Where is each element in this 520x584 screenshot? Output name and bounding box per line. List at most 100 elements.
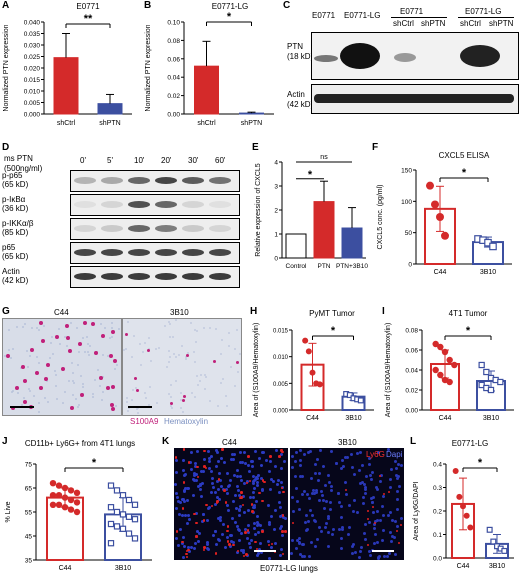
stained-cell [184,514,188,518]
stained-cell [233,474,237,478]
treatment-label: ms PTN [4,154,33,163]
data-point [61,504,69,511]
micrograph-c44 [174,448,288,560]
y-tick-label: 0 [408,262,412,269]
stained-cell [242,554,246,558]
data-point [467,524,474,531]
stained-cell [320,489,324,493]
stained-cell [327,516,331,520]
stained-cell [181,398,185,402]
stained-cell [71,380,74,383]
stained-cell [255,484,259,488]
stained-cell [102,391,105,394]
stained-cell [252,505,256,509]
stained-cell [231,517,235,521]
significance-label: * [466,325,471,337]
band [128,249,150,256]
data-point [119,511,127,518]
stained-cell [171,336,174,339]
stained-cell [255,480,259,484]
stained-cell [207,456,211,460]
blot-strip [70,218,240,240]
stained-cell [395,476,399,480]
stained-cell [186,498,190,502]
stained-cell [144,397,147,400]
stained-cell [307,450,310,454]
stained-cell [197,484,201,488]
panel-letter: E [252,142,259,153]
significance-label: * [462,167,467,179]
y-tick-label: 0.010 [24,89,41,96]
stained-cell [193,461,197,465]
panel-b: B 0.00 0.02 0.04 0.06 0.08 0.10 Normalized PTN… [142,0,282,140]
stained-cell [196,465,199,469]
stained-cell [226,540,230,543]
stained-cell [306,527,310,531]
stained-cell [66,345,69,348]
stained-cell [395,466,399,470]
stained-cell [215,480,219,484]
stained-cell [42,325,45,328]
stained-cell [294,450,298,454]
stained-cell [364,487,368,491]
data-point [446,378,453,386]
stained-cell [193,472,197,476]
stained-cell [192,351,195,354]
sub-shctrl: shCtrl [393,19,414,28]
stained-cell [131,356,134,359]
data-point [67,496,75,504]
stained-cell [112,358,117,363]
band [128,273,150,280]
stained-cell [361,464,365,468]
chart-title: E0771-LG [212,2,248,11]
stained-cell [236,489,240,493]
data-point [113,508,121,516]
stained-cell [70,405,74,410]
stained-cell [358,550,362,554]
stained-cell [224,545,228,549]
stained-cell [143,392,146,395]
stained-cell [290,496,294,500]
panel-e: E 0 1 2 3 4 Relative expression of CXCL5 Contr… [252,140,370,292]
stained-cell [36,327,39,330]
stained-cell [394,473,398,477]
category-label: C44 [434,269,447,276]
stained-cell [195,511,199,515]
stained-cell [246,530,250,534]
stained-cell [190,545,194,549]
band [128,225,150,232]
band [460,45,500,67]
micrograph-3b10 [122,318,242,416]
stained-cell [185,549,189,553]
data-point [119,492,127,499]
y-tick-label: 0.04 [167,75,180,82]
stained-cell [181,540,184,544]
stained-cell [334,462,338,466]
stained-cell [156,401,159,404]
stained-cell [22,379,27,384]
stained-cell [78,404,81,407]
stained-cell [219,479,223,483]
sub-shptn: shPTN [421,19,446,28]
stained-cell [315,489,319,493]
stained-cell [372,495,376,499]
stained-cell [311,488,315,492]
stained-cell [111,329,116,334]
stained-cell [280,467,284,471]
stained-cell [182,481,185,484]
stained-cell [195,529,199,533]
stained-cell [276,482,280,486]
stained-cell [250,503,254,506]
data-point [61,484,69,492]
stained-cell [229,479,233,483]
stained-cell [215,495,219,499]
stained-cell [321,499,325,503]
stained-cell [326,515,330,519]
stained-cell [83,350,86,353]
stained-cell [149,360,152,363]
stained-cell [278,527,282,531]
stained-cell [206,548,210,552]
stained-cell [30,327,33,330]
stained-cell [291,454,295,458]
stained-cell [180,497,184,501]
